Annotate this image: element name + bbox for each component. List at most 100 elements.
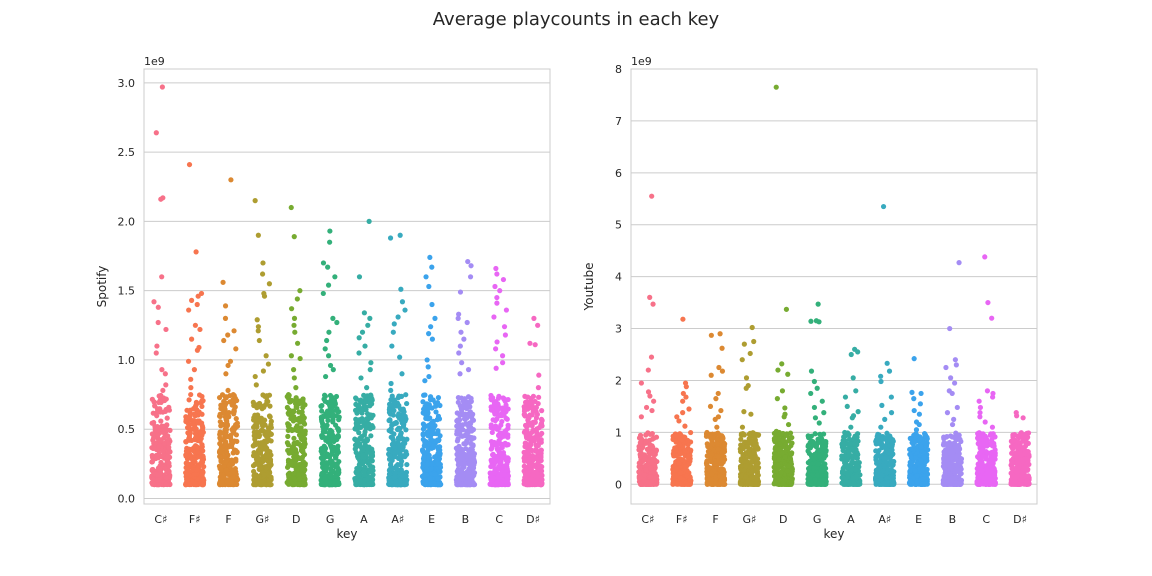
data-point <box>708 481 714 487</box>
data-point <box>328 458 335 464</box>
data-point <box>258 465 264 471</box>
data-point <box>428 465 434 472</box>
data-point <box>645 389 652 395</box>
data-point <box>497 451 503 457</box>
y-tick-label: 2 <box>615 374 622 387</box>
y-tick-label: 0.0 <box>118 492 136 505</box>
data-point <box>399 407 405 413</box>
data-point <box>151 471 157 477</box>
x-tick-label: G♯ <box>742 513 756 526</box>
data-point <box>715 458 721 464</box>
data-point <box>716 432 722 438</box>
data-point <box>259 271 266 277</box>
data-point <box>323 464 329 470</box>
data-point <box>808 480 814 486</box>
data-point <box>677 450 683 456</box>
data-point <box>686 406 692 412</box>
data-point <box>648 354 655 360</box>
data-point <box>331 438 337 445</box>
data-point <box>222 406 228 412</box>
data-point <box>324 414 330 420</box>
data-point <box>352 442 359 448</box>
y-tick-label: 5 <box>615 219 622 232</box>
data-point <box>194 347 201 353</box>
data-point <box>367 367 373 373</box>
data-point <box>649 407 655 414</box>
data-point <box>494 406 500 412</box>
data-point <box>535 435 541 441</box>
data-point <box>670 451 676 457</box>
data-point <box>425 364 431 370</box>
data-point <box>366 421 372 427</box>
data-point <box>253 417 259 423</box>
data-point <box>494 339 500 345</box>
data-point <box>433 409 439 415</box>
data-point <box>388 387 394 394</box>
data-point <box>426 331 432 337</box>
data-point <box>743 473 749 480</box>
data-point <box>296 481 302 488</box>
data-point <box>419 447 426 453</box>
data-point <box>535 385 542 391</box>
data-point <box>388 380 394 387</box>
data-point <box>432 454 438 460</box>
data-point <box>470 442 476 448</box>
data-point <box>255 328 261 334</box>
data-point <box>359 416 365 422</box>
data-point <box>682 423 688 429</box>
data-point <box>219 480 225 487</box>
data-point <box>533 415 540 421</box>
data-point <box>808 318 814 324</box>
data-point <box>774 396 780 402</box>
data-point <box>716 364 722 371</box>
data-point <box>318 403 324 409</box>
data-point <box>356 335 362 341</box>
data-point <box>536 372 542 378</box>
data-point <box>525 406 531 412</box>
data-point <box>530 472 536 478</box>
data-point <box>525 401 531 407</box>
data-point <box>427 254 433 261</box>
data-point <box>683 384 689 390</box>
data-point <box>711 461 717 467</box>
data-point <box>494 300 500 306</box>
data-point <box>456 311 462 317</box>
data-point <box>531 315 537 321</box>
data-point <box>329 463 335 469</box>
data-point <box>289 397 295 404</box>
data-point <box>353 395 359 401</box>
data-point <box>708 372 714 378</box>
x-tick-label: G <box>813 513 822 526</box>
data-point <box>301 421 308 427</box>
data-point <box>160 387 166 394</box>
data-point <box>299 409 305 415</box>
data-point <box>356 350 362 356</box>
y-tick-label: 6 <box>615 167 622 180</box>
data-point <box>464 403 470 409</box>
data-point <box>300 404 306 411</box>
data-point <box>788 451 794 457</box>
data-point <box>674 414 680 420</box>
data-point <box>687 477 693 483</box>
data-point <box>294 404 300 410</box>
data-point <box>503 307 510 313</box>
data-point <box>426 453 432 460</box>
data-point <box>285 447 291 454</box>
data-point <box>154 432 161 438</box>
data-point <box>195 454 202 460</box>
data-point <box>286 392 292 398</box>
x-tick-label: C♯ <box>154 513 167 526</box>
data-point <box>151 481 157 487</box>
data-point <box>738 473 744 479</box>
data-point <box>750 468 756 474</box>
data-point <box>778 469 784 475</box>
data-point <box>221 337 227 344</box>
data-point <box>502 332 509 338</box>
data-point <box>325 282 332 288</box>
data-point <box>424 466 430 472</box>
data-point <box>369 479 375 485</box>
data-point <box>470 451 476 457</box>
data-point <box>420 421 426 427</box>
data-point <box>643 438 649 444</box>
data-point <box>193 433 200 439</box>
